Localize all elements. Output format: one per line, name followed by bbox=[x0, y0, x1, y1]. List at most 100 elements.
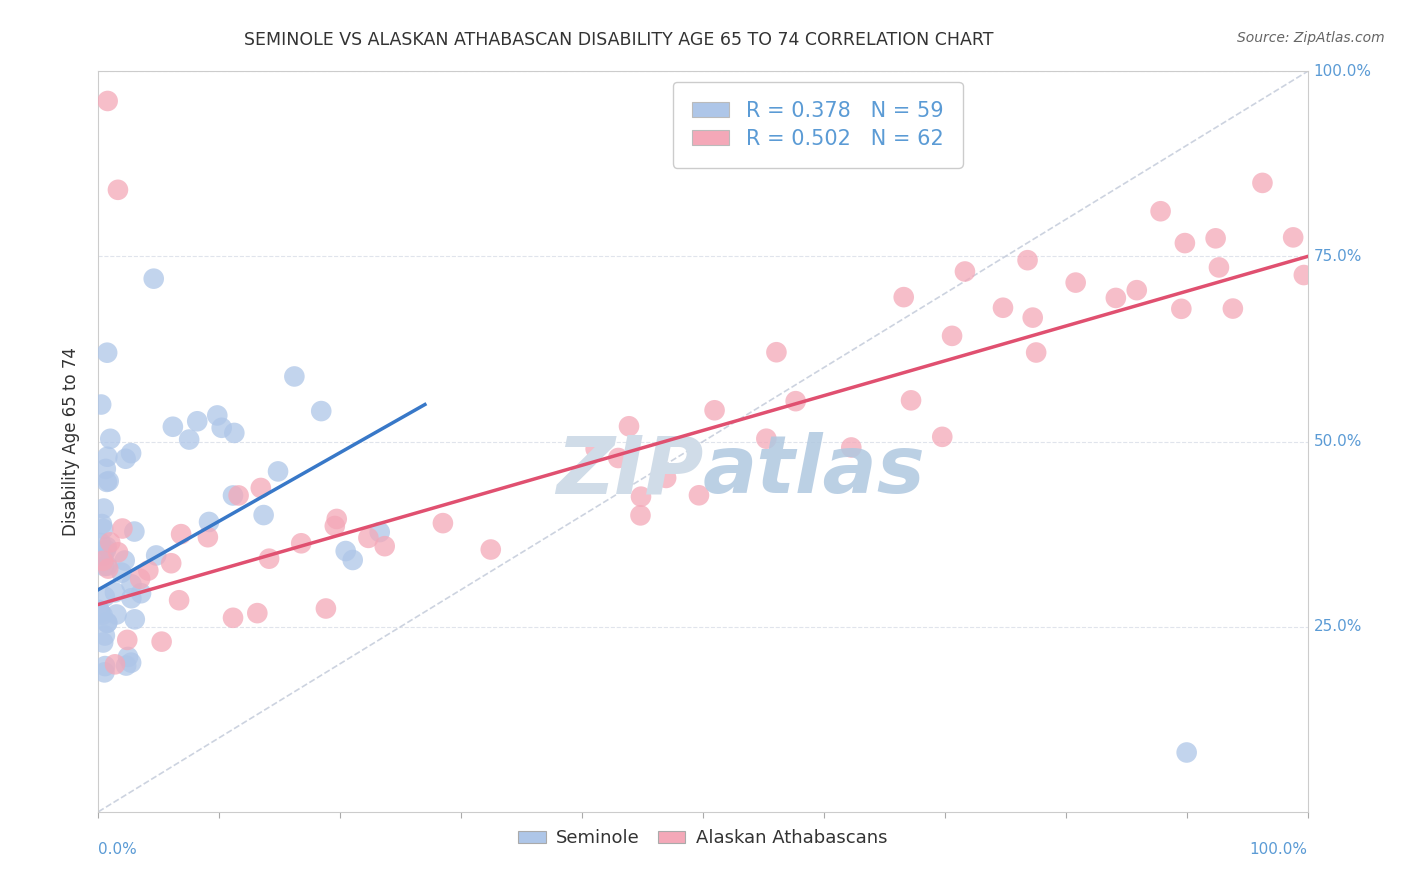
Point bbox=[91, 607, 114, 622]
Point bbox=[170, 527, 193, 541]
Point bbox=[91, 522, 114, 536]
Point bbox=[93, 549, 115, 563]
Point bbox=[94, 628, 117, 642]
Point bbox=[1125, 283, 1147, 297]
Legend: Seminole, Alaskan Athabascans: Seminole, Alaskan Athabascans bbox=[512, 822, 894, 855]
Point bbox=[96, 615, 118, 630]
Point bbox=[228, 488, 250, 502]
Point bbox=[90, 536, 112, 550]
Point bbox=[1175, 746, 1198, 760]
Point bbox=[115, 658, 138, 673]
Point bbox=[98, 535, 121, 549]
Point bbox=[630, 490, 652, 504]
Point bbox=[1025, 345, 1047, 359]
Point bbox=[432, 516, 454, 530]
Point bbox=[142, 271, 165, 285]
Point bbox=[607, 450, 630, 465]
Point bbox=[167, 593, 190, 607]
Point bbox=[222, 488, 245, 502]
Point bbox=[129, 586, 152, 600]
Point bbox=[688, 488, 710, 502]
Point bbox=[1174, 236, 1197, 251]
Point bbox=[186, 414, 208, 428]
Point bbox=[253, 508, 276, 522]
Point bbox=[703, 403, 725, 417]
Point bbox=[98, 432, 121, 446]
Point bbox=[1017, 253, 1039, 268]
Point bbox=[630, 508, 652, 523]
Point bbox=[96, 615, 118, 630]
Text: 0.0%: 0.0% bbox=[98, 842, 138, 857]
Point bbox=[368, 525, 391, 540]
Point bbox=[120, 446, 142, 460]
Text: ZIP: ZIP bbox=[555, 432, 703, 510]
Point bbox=[150, 634, 173, 648]
Point bbox=[96, 450, 118, 464]
Point bbox=[104, 657, 127, 672]
Point bbox=[250, 481, 273, 495]
Point bbox=[211, 421, 233, 435]
Point bbox=[121, 577, 143, 591]
Point bbox=[1251, 176, 1274, 190]
Point bbox=[94, 542, 117, 557]
Point bbox=[94, 590, 117, 604]
Point bbox=[104, 585, 127, 599]
Point bbox=[315, 601, 337, 615]
Point bbox=[124, 612, 146, 626]
Point bbox=[96, 558, 118, 573]
Point bbox=[1170, 301, 1192, 316]
Point bbox=[325, 512, 347, 526]
Point bbox=[283, 369, 305, 384]
Point bbox=[323, 519, 346, 533]
Point bbox=[931, 430, 953, 444]
Point bbox=[114, 451, 136, 466]
Point bbox=[1105, 291, 1128, 305]
Point bbox=[342, 553, 364, 567]
Point bbox=[120, 591, 142, 606]
Point bbox=[1292, 268, 1315, 282]
Point bbox=[93, 559, 115, 574]
Text: Source: ZipAtlas.com: Source: ZipAtlas.com bbox=[1237, 31, 1385, 45]
Point bbox=[96, 475, 118, 489]
Point bbox=[89, 603, 111, 617]
Point bbox=[197, 530, 219, 544]
Point bbox=[160, 556, 183, 570]
Text: 75.0%: 75.0% bbox=[1313, 249, 1362, 264]
Point bbox=[1222, 301, 1244, 316]
Point bbox=[257, 551, 280, 566]
Point bbox=[309, 404, 332, 418]
Point bbox=[117, 632, 139, 647]
Point bbox=[991, 301, 1014, 315]
Point bbox=[107, 545, 129, 559]
Point bbox=[222, 611, 245, 625]
Point bbox=[374, 539, 396, 553]
Text: atlas: atlas bbox=[703, 432, 925, 510]
Point bbox=[755, 432, 778, 446]
Point bbox=[655, 471, 678, 485]
Point bbox=[224, 425, 246, 440]
Point bbox=[96, 540, 118, 554]
Point bbox=[97, 94, 120, 108]
Text: SEMINOLE VS ALASKAN ATHABASCAN DISABILITY AGE 65 TO 74 CORRELATION CHART: SEMINOLE VS ALASKAN ATHABASCAN DISABILIT… bbox=[243, 31, 994, 49]
Point bbox=[97, 561, 120, 575]
Point bbox=[900, 393, 922, 408]
Point bbox=[90, 398, 112, 412]
Point bbox=[120, 656, 142, 670]
Point bbox=[207, 409, 229, 423]
Point bbox=[136, 564, 159, 578]
Point bbox=[162, 419, 184, 434]
Point bbox=[585, 442, 607, 456]
Point bbox=[785, 394, 807, 409]
Point bbox=[111, 522, 134, 536]
Point bbox=[1064, 276, 1087, 290]
Point bbox=[198, 515, 221, 529]
Point bbox=[267, 464, 290, 478]
Point bbox=[117, 650, 139, 665]
Point bbox=[953, 264, 976, 278]
Text: 25.0%: 25.0% bbox=[1313, 619, 1362, 634]
Point bbox=[1022, 310, 1045, 325]
Y-axis label: Disability Age 65 to 74: Disability Age 65 to 74 bbox=[62, 347, 80, 536]
Point bbox=[97, 474, 120, 488]
Point bbox=[479, 542, 502, 557]
Point bbox=[93, 501, 115, 516]
